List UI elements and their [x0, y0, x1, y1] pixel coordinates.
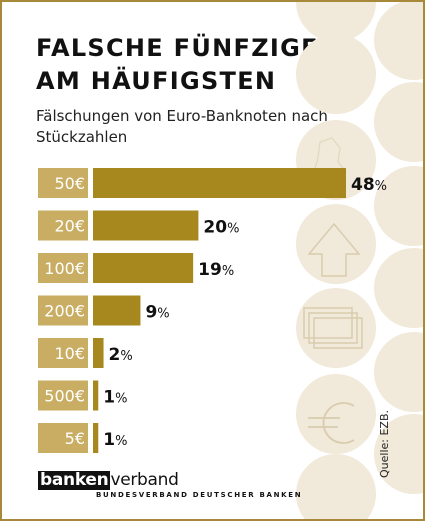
background-circle: [374, 2, 423, 80]
category-label: 100€: [44, 259, 85, 278]
category-label: 20€: [54, 217, 85, 236]
logo-subtitle: BUNDESVERBAND DEUTSCHER BANKEN: [96, 491, 303, 499]
background-circle: [296, 454, 376, 519]
value-label: 9%: [145, 303, 169, 323]
bar: [93, 423, 99, 453]
background-circle: [374, 414, 423, 494]
title-line-1: FALSCHE FÜNFZIGER: [36, 34, 339, 62]
title-line-2: AM HÄUFIGSTEN: [36, 67, 277, 95]
source-note: Quelle: EZB.: [378, 409, 391, 478]
logo-box-text: banken: [38, 470, 111, 490]
bar: [93, 253, 194, 283]
category-label-box: [38, 380, 88, 411]
value-label: 1%: [103, 388, 127, 408]
value-label: 1%: [103, 430, 127, 450]
category-label: 5€: [65, 429, 85, 448]
background-circle: [374, 248, 423, 328]
value-label: 2%: [109, 345, 133, 365]
category-label: 500€: [44, 387, 85, 406]
category-label: 200€: [44, 302, 85, 321]
chart-subtitle: Fälschungen von Euro-Banknoten nach Stüc…: [36, 107, 328, 146]
background-circle: [296, 204, 376, 284]
bar: [93, 380, 99, 411]
category-label-box: [38, 210, 88, 241]
value-label: 20%: [203, 218, 239, 238]
background-circle: [374, 82, 423, 162]
category-label: 10€: [54, 344, 85, 363]
category-label-box: [38, 423, 88, 453]
banknotes-icon: [303, 307, 363, 349]
bar: [93, 210, 199, 241]
value-label: 19%: [198, 260, 234, 280]
background-circle: [374, 332, 423, 412]
category-label: 50€: [54, 174, 85, 193]
background-circles: [296, 2, 423, 519]
value-label: 48%: [351, 175, 387, 195]
bar: [93, 295, 141, 326]
background-circle: [296, 34, 376, 114]
logo-rest-text: verband: [110, 470, 179, 490]
euro-icon: [308, 402, 355, 444]
background-circle: [296, 2, 376, 42]
bar: [93, 168, 346, 198]
bars-group: 50€ 48% 20€ 20% 100€ 19% 200€ 9% 10€ 2% 500€ 1% 5€ 1%: [38, 168, 387, 453]
background-circle: [374, 166, 423, 246]
bar: [93, 338, 104, 368]
arrow-up-icon: [307, 222, 361, 277]
bankenverband-logo: banken verband BUNDESVERBAND DEUTSCHER BA…: [38, 471, 302, 499]
chart-title: FALSCHE FÜNFZIGER AM HÄUFIGSTEN: [36, 32, 356, 98]
category-label-box: [38, 253, 88, 283]
category-label-box: [38, 338, 88, 368]
category-label-box: [38, 168, 88, 198]
background-circle: [296, 374, 376, 454]
category-label-box: [38, 295, 88, 326]
background-circle: [296, 288, 376, 368]
